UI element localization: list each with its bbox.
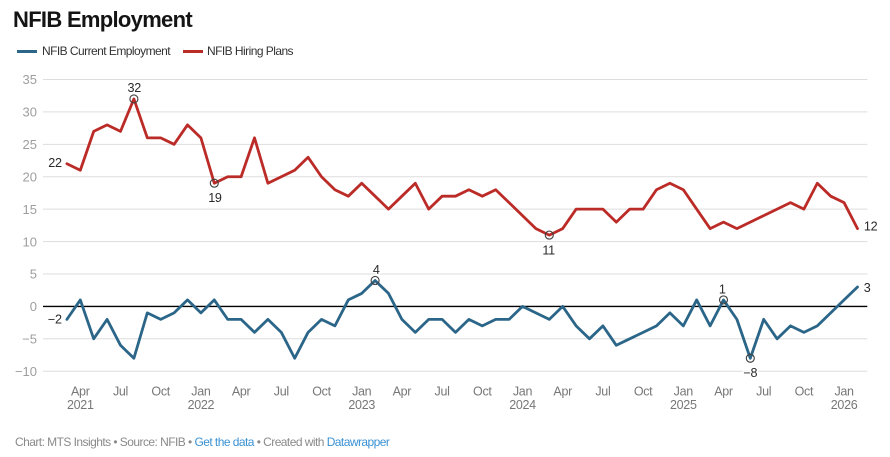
svg-text:12: 12 [864,220,878,234]
svg-text:11: 11 [542,244,555,258]
svg-text:Apr: Apr [71,385,90,399]
svg-text:−5: −5 [22,332,37,347]
svg-text:Oct: Oct [312,385,331,399]
svg-text:Jan: Jan [513,385,533,399]
svg-text:32: 32 [127,81,141,95]
svg-text:2026: 2026 [831,398,858,412]
svg-text:2022: 2022 [188,398,215,412]
svg-text:Oct: Oct [795,385,814,399]
svg-text:Oct: Oct [473,385,492,399]
svg-text:Jan: Jan [834,385,854,399]
svg-text:Oct: Oct [634,385,653,399]
svg-text:Jul: Jul [435,385,450,399]
svg-text:Apr: Apr [393,385,412,399]
svg-text:19: 19 [208,191,222,205]
svg-text:2023: 2023 [348,398,375,412]
svg-text:Apr: Apr [553,385,572,399]
svg-text:10: 10 [23,234,37,249]
svg-text:Jul: Jul [274,385,289,399]
svg-text:Jul: Jul [756,385,771,399]
svg-text:5: 5 [30,267,37,282]
svg-text:−10: −10 [15,364,37,379]
svg-text:2024: 2024 [509,398,536,412]
svg-text:Jan: Jan [674,385,694,399]
svg-text:Jul: Jul [595,385,610,399]
svg-text:22: 22 [48,156,62,170]
svg-text:Oct: Oct [151,385,170,399]
svg-text:Jul: Jul [113,385,128,399]
svg-text:Apr: Apr [232,385,251,399]
svg-text:15: 15 [23,202,37,217]
svg-text:3: 3 [864,281,871,295]
svg-text:1: 1 [719,282,726,296]
svg-text:35: 35 [23,72,37,87]
svg-text:Jan: Jan [191,385,211,399]
svg-text:−2: −2 [48,313,62,327]
svg-text:25: 25 [23,137,37,152]
svg-text:2025: 2025 [670,398,697,412]
svg-text:4: 4 [373,263,380,277]
svg-text:Apr: Apr [714,385,733,399]
svg-text:20: 20 [23,169,37,184]
svg-text:2021: 2021 [67,398,94,412]
svg-text:0: 0 [30,299,37,314]
svg-text:Jan: Jan [352,385,372,399]
svg-text:−8: −8 [743,366,757,380]
svg-text:30: 30 [23,105,37,120]
